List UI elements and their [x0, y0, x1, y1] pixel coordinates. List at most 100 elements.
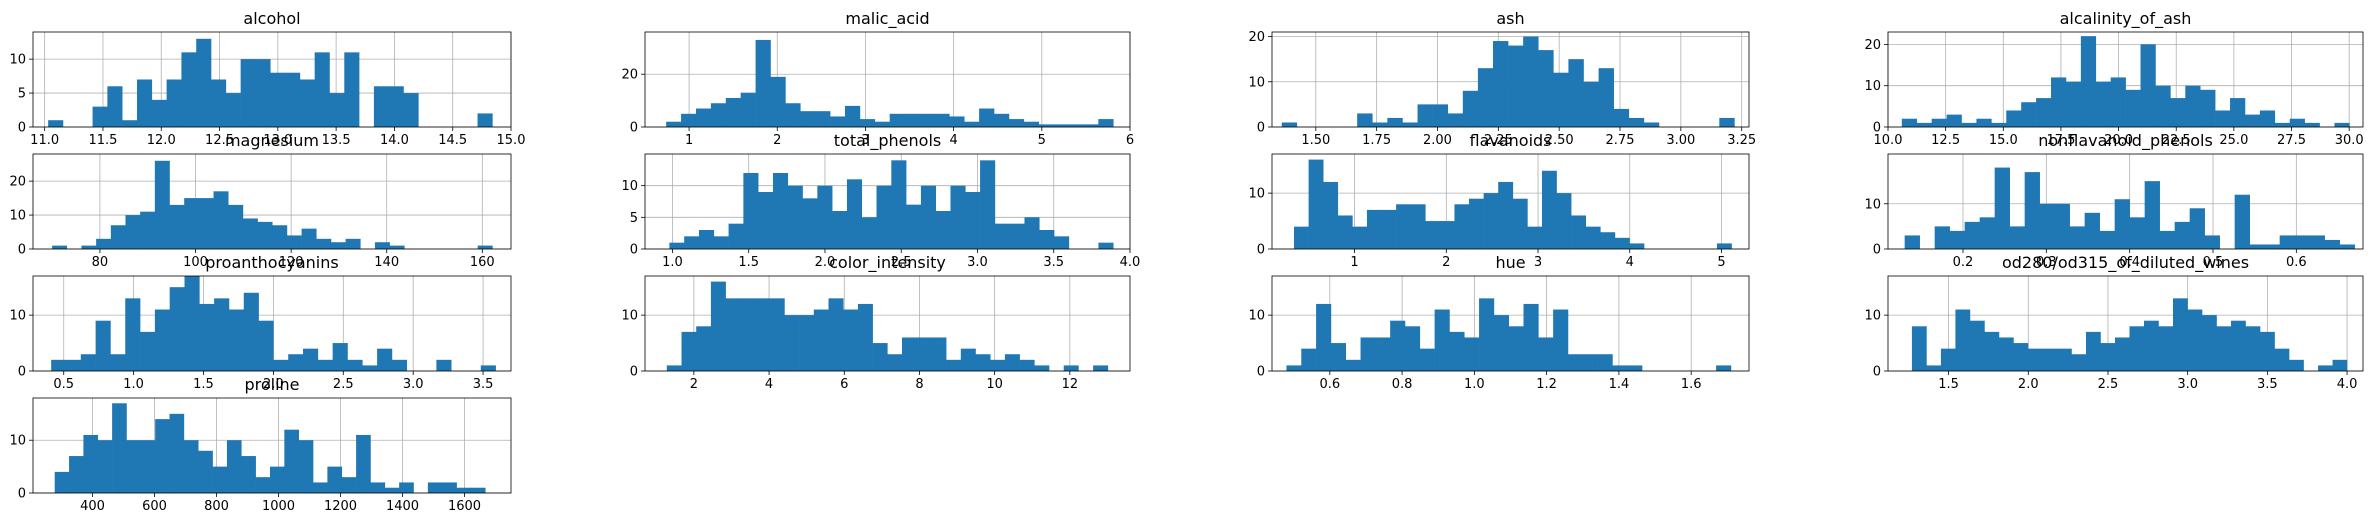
- y-tick-label: 10: [9, 53, 26, 68]
- histogram-bar: [2084, 212, 2100, 249]
- x-tick-label: 80: [92, 255, 109, 270]
- histogram-bar: [2264, 244, 2280, 249]
- histogram-bar: [52, 245, 68, 249]
- histogram-bar: [1053, 124, 1069, 127]
- histogram-bar: [442, 482, 457, 493]
- histogram-bar: [1449, 331, 1465, 371]
- x-tick-label: 1.2: [1536, 377, 1557, 392]
- x-tick-label: 15.0: [497, 133, 526, 148]
- histogram-bar: [799, 315, 815, 371]
- histogram-bar: [710, 281, 726, 371]
- histogram-bar: [399, 482, 414, 493]
- x-tick-label: 1.0: [662, 255, 683, 270]
- histogram-bar: [964, 121, 980, 127]
- histogram-bar: [299, 79, 315, 127]
- histogram-bar: [125, 215, 141, 249]
- histogram-bar: [1308, 159, 1324, 249]
- histogram-bar: [1556, 193, 1572, 249]
- histogram-bar: [1417, 104, 1433, 127]
- histogram-bar: [1093, 365, 1109, 371]
- x-tick-label: 1.5: [193, 377, 214, 392]
- x-tick-label: 3.0: [967, 255, 988, 270]
- x-tick-label: 1: [1350, 255, 1358, 270]
- x-tick-label: 100: [183, 255, 208, 270]
- axes-frame: [1887, 31, 2364, 128]
- panel-title: alcalinity_of_ash: [2060, 9, 2192, 29]
- y-tick-label: 0: [18, 243, 26, 258]
- histogram-bar: [965, 192, 981, 249]
- histogram-bar: [743, 173, 759, 249]
- histogram-bar: [1390, 320, 1406, 371]
- x-tick-label: 0.6: [2286, 255, 2307, 270]
- histogram-bar: [374, 242, 390, 249]
- histogram-bar: [891, 160, 907, 249]
- x-tick-label: 2: [1442, 255, 1450, 270]
- histogram-bar: [125, 298, 141, 371]
- histogram-bar: [2129, 217, 2145, 249]
- histogram-bar: [303, 348, 319, 371]
- histogram-panel: 1.5 2.0 2.5 3.0 3.5 4.0 0 10 od280/od315_of_dilu…: [1864, 253, 2364, 392]
- histogram-bar: [427, 482, 443, 493]
- histogram-bar: [2170, 98, 2186, 127]
- histogram-bar: [1024, 217, 1040, 249]
- histogram-bar: [80, 354, 96, 371]
- histogram-bar: [1916, 122, 1932, 127]
- histogram-bar: [83, 434, 99, 493]
- histogram-bar: [784, 315, 800, 371]
- histogram-bar: [1357, 113, 1373, 127]
- histogram-bar: [213, 191, 229, 249]
- histogram-bar: [2024, 172, 2040, 249]
- x-tick-label: 0.2: [1953, 255, 1974, 270]
- x-tick-label: 5: [1038, 133, 1046, 148]
- histogram-bar: [2318, 365, 2333, 371]
- axes-frame: [32, 275, 512, 372]
- histogram-bar: [2274, 348, 2290, 371]
- histogram-bar: [2036, 98, 2052, 127]
- y-tick-label: 10: [9, 209, 26, 224]
- x-tick-label: 3: [861, 133, 869, 148]
- histogram-bar: [1716, 365, 1732, 371]
- y-tick-label: 5: [630, 211, 638, 226]
- histogram-bar: [477, 245, 493, 249]
- histogram-bar: [270, 72, 286, 127]
- histogram-bar: [2009, 226, 2025, 249]
- histogram-bar: [1901, 118, 1918, 127]
- histogram-bar: [1068, 124, 1084, 127]
- x-tick-label: 2: [690, 377, 698, 392]
- histogram-bar: [876, 185, 892, 249]
- x-tick-label: 12.5: [205, 133, 234, 148]
- histogram-bar: [2099, 230, 2115, 249]
- axes-frame: [644, 31, 1131, 128]
- histogram-bar: [889, 113, 905, 127]
- histogram-bar: [373, 86, 390, 127]
- histogram-bar: [1946, 114, 1962, 127]
- histogram-bar: [1419, 348, 1435, 371]
- x-tick-label: 1.0: [1464, 377, 1485, 392]
- y-tick-label: 10: [1248, 187, 1265, 202]
- histogram-bar: [255, 59, 271, 128]
- histogram-bar: [1523, 36, 1539, 127]
- axes-frame: [1271, 153, 1750, 250]
- y-tick-label: 10: [621, 309, 638, 324]
- bars: [1281, 36, 1735, 128]
- histogram-bar: [2054, 203, 2070, 249]
- histogram-bar: [2071, 354, 2087, 371]
- histogram-bar: [329, 93, 345, 127]
- x-tick-label: 12.5: [1931, 133, 1960, 148]
- histogram-bar: [1396, 204, 1411, 249]
- axes-frame: [644, 153, 1131, 250]
- histogram-bar: [273, 359, 289, 371]
- y-tick-label: 10: [621, 179, 638, 194]
- bars: [1901, 36, 2350, 128]
- histogram-bar: [696, 326, 712, 371]
- histogram-bar: [2204, 235, 2220, 249]
- histogram-panel: 80 100 120 140 160 0 10 20 magnesium: [9, 131, 512, 270]
- histogram-bar: [198, 450, 213, 493]
- x-tick-label: 13.0: [263, 133, 292, 148]
- histogram-bar: [344, 52, 360, 127]
- histogram-bar: [1454, 204, 1470, 249]
- histogram-bar: [2339, 244, 2355, 249]
- axes-frame: [1271, 31, 1750, 128]
- histogram-bar: [2114, 337, 2130, 371]
- panel-title: od280/od315_of_diluted_wines: [2002, 253, 2249, 273]
